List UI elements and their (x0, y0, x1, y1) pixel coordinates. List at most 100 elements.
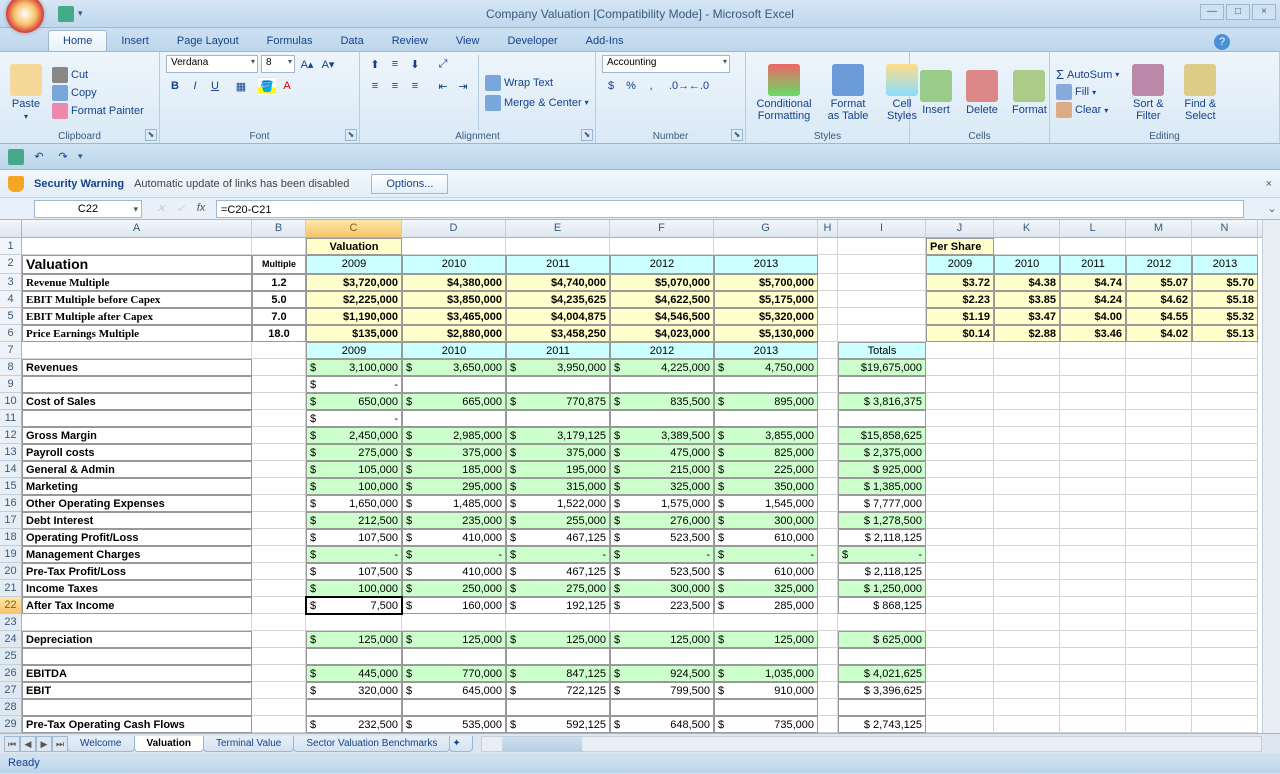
cell[interactable]: 223,500 (610, 597, 714, 614)
undo-button[interactable]: ↶ (30, 148, 48, 166)
close-button[interactable]: × (1252, 4, 1276, 20)
cell[interactable] (818, 716, 838, 733)
cell[interactable] (714, 410, 818, 427)
cell[interactable]: Revenues (22, 359, 252, 376)
font-name-combo[interactable]: Verdana (166, 55, 258, 73)
cell[interactable] (926, 444, 994, 461)
cell[interactable] (610, 376, 714, 393)
cell[interactable]: 350,000 (714, 478, 818, 495)
redo-button[interactable]: ↷ (54, 148, 72, 166)
cell[interactable] (926, 495, 994, 512)
find-select-button[interactable]: Find & Select (1177, 55, 1223, 130)
col-header-B[interactable]: B (252, 220, 306, 237)
cell[interactable]: 467,125 (506, 563, 610, 580)
cell[interactable]: Income Taxes (22, 580, 252, 597)
cell[interactable]: 799,500 (610, 682, 714, 699)
col-header-I[interactable]: I (838, 220, 926, 237)
align-right-button[interactable]: ≡ (406, 77, 424, 95)
cell[interactable]: 375,000 (506, 444, 610, 461)
row-header-24[interactable]: 24 (0, 631, 21, 648)
cell[interactable] (1126, 393, 1192, 410)
cell[interactable] (926, 410, 994, 427)
cell[interactable] (838, 325, 926, 342)
cell[interactable] (818, 580, 838, 597)
cell[interactable] (1126, 529, 1192, 546)
cell[interactable] (818, 427, 838, 444)
cell[interactable]: $ 868,125 (838, 597, 926, 614)
cell[interactable]: $4,380,000 (402, 274, 506, 291)
cell[interactable] (1192, 427, 1258, 444)
cell[interactable]: Management Charges (22, 546, 252, 563)
qat-dropdown-icon[interactable]: ▾ (78, 8, 83, 19)
cell[interactable]: 592,125 (506, 716, 610, 733)
cell[interactable]: 3,950,000 (506, 359, 610, 376)
tab-nav-next[interactable]: ▶ (36, 736, 52, 752)
accounting-button[interactable]: $ (602, 77, 620, 95)
cell[interactable]: $3.46 (1060, 325, 1126, 342)
sheet-tab-valuation[interactable]: Valuation (134, 736, 204, 752)
cell[interactable]: $4.00 (1060, 308, 1126, 325)
cell[interactable] (1192, 410, 1258, 427)
cell[interactable]: 276,000 (610, 512, 714, 529)
cell[interactable] (926, 648, 994, 665)
cell[interactable]: 125,000 (610, 631, 714, 648)
cell[interactable]: Pre-Tax Profit/Loss (22, 563, 252, 580)
cell[interactable]: 325,000 (714, 580, 818, 597)
cell[interactable]: 523,500 (610, 563, 714, 580)
cell[interactable]: 610,000 (714, 563, 818, 580)
cell[interactable] (838, 614, 926, 631)
cell[interactable]: 100,000 (306, 478, 402, 495)
cell[interactable] (994, 495, 1060, 512)
cancel-formula-icon[interactable]: ✕ (152, 202, 170, 215)
cell[interactable] (1192, 238, 1258, 255)
cell[interactable]: EBIT Multiple before Capex (22, 291, 252, 308)
formula-input[interactable]: =C20-C21 (216, 200, 1244, 218)
cell[interactable] (252, 546, 306, 563)
cell[interactable] (610, 410, 714, 427)
row-header-28[interactable]: 28 (0, 699, 21, 716)
cell[interactable]: 100,000 (306, 580, 402, 597)
decrease-decimal-button[interactable]: ←.0 (690, 77, 708, 95)
row-header-9[interactable]: 9 (0, 376, 21, 393)
cell[interactable]: $ 1,250,000 (838, 580, 926, 597)
cell[interactable] (818, 393, 838, 410)
cell[interactable]: 192,125 (506, 597, 610, 614)
cell[interactable]: $3,458,250 (506, 325, 610, 342)
cell[interactable]: 2,985,000 (402, 427, 506, 444)
cell[interactable] (818, 359, 838, 376)
cell[interactable] (252, 495, 306, 512)
cell[interactable] (926, 461, 994, 478)
cell[interactable] (818, 614, 838, 631)
cell[interactable] (252, 648, 306, 665)
row-header-21[interactable]: 21 (0, 580, 21, 597)
cell[interactable] (818, 342, 838, 359)
conditional-formatting-button[interactable]: Conditional Formatting (752, 55, 816, 130)
sheet-tab-sector-benchmarks[interactable]: Sector Valuation Benchmarks (293, 736, 450, 752)
cell[interactable]: 648,500 (610, 716, 714, 733)
cell[interactable] (1060, 512, 1126, 529)
cell[interactable]: 2,450,000 (306, 427, 402, 444)
help-icon[interactable]: ? (1214, 34, 1230, 50)
cell[interactable] (1126, 512, 1192, 529)
new-sheet-button[interactable]: ✦ (449, 736, 473, 752)
cell[interactable]: 2013 (714, 342, 818, 359)
cell[interactable]: 523,500 (610, 529, 714, 546)
cell[interactable] (714, 238, 818, 255)
cell[interactable] (1192, 563, 1258, 580)
cell[interactable]: EBITDA (22, 665, 252, 682)
cell[interactable] (252, 716, 306, 733)
cell[interactable] (838, 410, 926, 427)
cell[interactable] (926, 597, 994, 614)
underline-button[interactable]: U (206, 77, 224, 95)
row-header-23[interactable]: 23 (0, 614, 21, 631)
cell[interactable]: $5,070,000 (610, 274, 714, 291)
increase-indent-button[interactable]: ⇥ (454, 77, 472, 95)
cell[interactable]: $ 625,000 (838, 631, 926, 648)
cell[interactable]: 445,000 (306, 665, 402, 682)
cell[interactable] (714, 614, 818, 631)
cell[interactable]: 1.2 (252, 274, 306, 291)
cell[interactable] (252, 631, 306, 648)
cell[interactable]: $ 1,385,000 (838, 478, 926, 495)
cell[interactable] (22, 342, 252, 359)
cell[interactable] (1192, 495, 1258, 512)
